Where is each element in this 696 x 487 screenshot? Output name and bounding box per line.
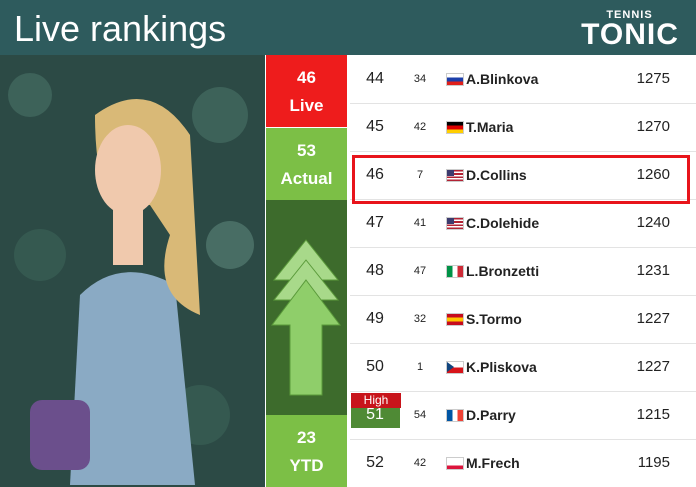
points: 1227 [636, 358, 670, 375]
points: 1240 [636, 214, 670, 231]
points: 1275 [636, 70, 670, 87]
flag-icon [446, 457, 464, 470]
flag-icon [446, 361, 464, 374]
rank: 46 [366, 166, 384, 183]
ranking-row: 44 34 A.Blinkova 1275 [350, 55, 696, 104]
logo-main: TONIC [581, 18, 679, 51]
player-name: K.Pliskova [466, 359, 537, 375]
ytd-label: YTD [289, 456, 324, 475]
points: 1270 [636, 118, 670, 135]
rank-change: 47 [413, 265, 427, 277]
flag-icon [446, 409, 464, 422]
live-box: 46 Live [266, 55, 347, 127]
rank-change: 54 [413, 409, 427, 421]
rank-change: 42 [413, 121, 427, 133]
rank-change: 34 [413, 73, 427, 85]
player-name: L.Bronzetti [466, 263, 540, 279]
ranking-row: 46 7 D.Collins 1260 [350, 151, 696, 200]
player-photo [0, 55, 265, 487]
flag-icon [446, 313, 464, 326]
trend-arrow [266, 200, 347, 415]
actual-value: 53 [297, 141, 316, 160]
points: 1195 [637, 454, 670, 471]
player-name: M.Frech [466, 455, 520, 471]
ranking-row: 49 32 S.Tormo 1227 [350, 295, 696, 344]
rank: 50 [366, 358, 384, 375]
live-value: 46 [297, 68, 316, 87]
live-label: Live [289, 96, 324, 115]
rank-change: 7 [416, 169, 424, 181]
flag-icon [446, 73, 464, 86]
rank-change: 41 [413, 217, 427, 229]
ranking-row: 48 47 L.Bronzetti 1231 [350, 247, 696, 296]
ranking-row: 45 42 T.Maria 1270 [350, 103, 696, 152]
rank: 47 [366, 214, 384, 231]
ranking-row: 47 41 C.Dolehide 1240 [350, 199, 696, 248]
flag-icon [446, 121, 464, 134]
high-badge: High [351, 393, 401, 408]
points: 1231 [636, 262, 670, 279]
player-name: D.Parry [466, 407, 516, 423]
rank: 44 [366, 70, 384, 87]
points: 1227 [636, 310, 670, 327]
rank: 45 [366, 118, 384, 135]
actual-label: Actual [280, 169, 333, 188]
header [0, 0, 696, 55]
title: Live rankings [14, 8, 227, 49]
rank-change: 32 [413, 313, 427, 325]
rank: 48 [366, 262, 384, 279]
points: 1260 [636, 166, 670, 183]
ytd-value: 23 [297, 428, 316, 447]
ranking-row: 50 1 K.Pliskova 1227 [350, 343, 696, 392]
flag-icon [446, 265, 464, 278]
flag-icon [446, 169, 464, 182]
rank-change: 42 [413, 457, 427, 469]
ranking-row: 52 42 M.Frech 1195 [350, 439, 696, 487]
player-name: D.Collins [466, 167, 527, 183]
flag-icon [446, 217, 464, 230]
highlight-frame [352, 155, 690, 204]
ytd-box: 23 YTD [266, 415, 347, 487]
rank: 49 [366, 310, 384, 327]
player-name: T.Maria [466, 119, 514, 135]
player-name: S.Tormo [466, 311, 522, 327]
points: 1215 [636, 406, 670, 423]
actual-box: 53 Actual [266, 128, 347, 200]
player-name: A.Blinkova [466, 71, 539, 87]
logo-top: TENNIS [606, 9, 653, 21]
ranking-row: 51 54 D.Parry 1215 [350, 391, 696, 440]
player-name: C.Dolehide [466, 215, 540, 231]
rank: 52 [366, 454, 384, 471]
rank: 51 [366, 406, 384, 423]
rank-change: 1 [416, 361, 424, 373]
